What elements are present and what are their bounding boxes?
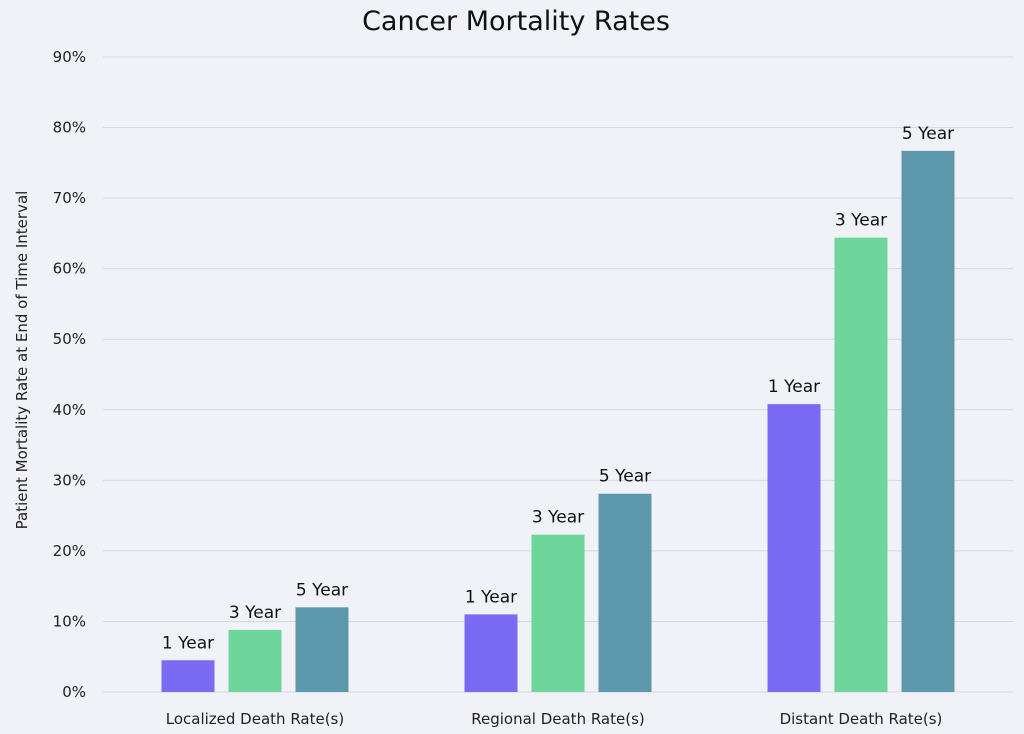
gridlines	[103, 56, 1013, 693]
bar-1-year	[767, 404, 821, 692]
y-tick-label: 50%	[53, 330, 86, 348]
bar-3-year	[834, 237, 888, 692]
y-tick-label: 40%	[53, 401, 86, 419]
y-tick-label: 30%	[53, 471, 86, 489]
bar-data-label: 5 Year	[599, 467, 651, 487]
bar-data-label: 3 Year	[835, 211, 887, 231]
y-tick-label: 70%	[53, 189, 86, 207]
bar-3-year	[228, 629, 282, 692]
bars: 1 Year 3 Year 5 Year 1 Year 3 Year 5 Year 1 Ye…	[161, 124, 955, 693]
x-category-label: Regional Death Rate(s)	[471, 710, 645, 728]
x-axis-category-labels: Localized Death Rate(s) Regional Death Ra…	[166, 710, 943, 728]
x-category-label: Distant Death Rate(s)	[780, 710, 943, 728]
y-tick-label: 60%	[53, 260, 86, 278]
y-tick-label: 0%	[62, 683, 86, 701]
bar-data-label: 3 Year	[229, 603, 281, 623]
y-axis-ticks: 0% 10% 20% 30% 40% 50% 60% 70% 80% 90%	[53, 48, 86, 701]
bar-1-year	[161, 660, 215, 692]
x-category-label: Localized Death Rate(s)	[166, 710, 344, 728]
y-tick-label: 10%	[53, 612, 86, 630]
chart-title: Cancer Mortality Rates	[362, 6, 670, 37]
bar-data-label: 1 Year	[162, 633, 214, 653]
bar-1-year	[464, 614, 518, 692]
bar-data-label: 5 Year	[902, 124, 954, 144]
bar-5-year	[295, 607, 349, 692]
bar-data-label: 5 Year	[296, 580, 348, 600]
y-tick-label: 80%	[53, 119, 86, 137]
y-tick-label: 90%	[53, 48, 86, 66]
y-axis-title: Patient Mortality Rate at End of Time In…	[13, 191, 31, 530]
bar-data-label: 1 Year	[768, 377, 820, 397]
bar-data-label: 3 Year	[532, 508, 584, 528]
bar-3-year	[531, 534, 585, 692]
bar-5-year	[598, 493, 652, 692]
bar-data-label: 1 Year	[465, 587, 517, 607]
y-tick-label: 20%	[53, 542, 86, 560]
bar-5-year	[901, 150, 955, 693]
